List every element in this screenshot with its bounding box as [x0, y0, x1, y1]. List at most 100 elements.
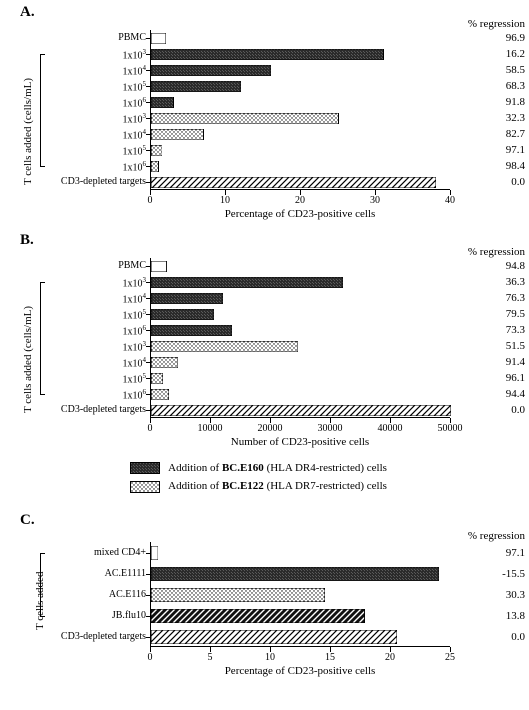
regression-value: 98.4	[475, 160, 525, 172]
bar	[151, 588, 325, 602]
bar	[151, 405, 451, 416]
x-tick-label: 30	[355, 195, 395, 206]
panel-A: A. % regression T cells added (cells/mL)…	[0, 0, 529, 225]
row-label: 1x103	[123, 276, 147, 289]
bar	[151, 49, 384, 60]
row-label: 1x104	[123, 128, 147, 141]
x-tick-label: 30000	[310, 423, 350, 434]
panel-C-xaxis-label: Percentage of CD23-positive cells	[150, 665, 450, 677]
row-label: 1x104	[123, 64, 147, 77]
page: A. % regression T cells added (cells/mL)…	[0, 0, 529, 710]
bar	[151, 357, 178, 368]
x-tick-label: 0	[130, 652, 170, 663]
bar	[151, 145, 162, 156]
regression-value: 97.1	[475, 547, 525, 559]
regression-value: 68.3	[475, 80, 525, 92]
row-label: 1x104	[123, 292, 147, 305]
regression-value: 79.5	[475, 308, 525, 320]
x-tick-label: 25	[430, 652, 470, 663]
row-label: 1x106	[123, 324, 147, 337]
legend-swatch-2	[130, 481, 160, 493]
bar	[151, 129, 204, 140]
panel-C-label: C.	[20, 512, 35, 529]
regression-value: 0.0	[475, 631, 525, 643]
panel-C: C. % regression T cells added Percentage…	[0, 510, 529, 710]
regression-value: 30.3	[475, 589, 525, 601]
panel-B: B. % regression T cells added (cells/mL)…	[0, 230, 529, 455]
regression-value: 0.0	[475, 404, 525, 416]
regression-value: 51.5	[475, 340, 525, 352]
bar	[151, 161, 159, 172]
row-label: PBMC	[118, 260, 146, 271]
x-tick-label: 10000	[190, 423, 230, 434]
x-tick-label: 10	[250, 652, 290, 663]
legend-swatch-1	[130, 462, 160, 474]
regression-value: 32.3	[475, 112, 525, 124]
x-tick-label: 20	[370, 652, 410, 663]
row-label: CD3-depleted targets	[61, 176, 146, 187]
bar	[151, 177, 436, 188]
bar	[151, 277, 343, 288]
row-label: CD3-depleted targets	[61, 404, 146, 415]
regression-value: 58.5	[475, 64, 525, 76]
bar	[151, 341, 298, 352]
bar	[151, 113, 339, 124]
panel-A-yaxis-label: T cells added (cells/mL)	[22, 78, 34, 185]
x-tick-label: 50000	[430, 423, 470, 434]
panel-B-label: B.	[20, 232, 34, 249]
row-label: 1x106	[123, 388, 147, 401]
legend-text-2: Addition of BC.E122 (HLA DR7-restricted)…	[168, 480, 387, 492]
regression-value: 91.8	[475, 96, 525, 108]
row-label: AC.E1111	[105, 568, 146, 579]
bar	[151, 81, 241, 92]
panel-B-regression-header: % regression	[468, 246, 525, 258]
row-label: PBMC	[118, 32, 146, 43]
bar	[151, 325, 232, 336]
x-tick-label: 5	[190, 652, 230, 663]
regression-value: 16.2	[475, 48, 525, 60]
bar	[151, 65, 271, 76]
row-label: JB.flu10	[112, 610, 146, 621]
legend: Addition of BC.E160 (HLA DR4-restricted)…	[130, 462, 490, 493]
bar	[151, 609, 365, 623]
legend-line-1: Addition of BC.E160 (HLA DR4-restricted)…	[130, 462, 490, 474]
row-label: 1x103	[123, 340, 147, 353]
row-label: 1x105	[123, 308, 147, 321]
bar	[151, 630, 397, 644]
bar	[151, 309, 214, 320]
panel-B-xaxis-label: Number of CD23-positive cells	[150, 436, 450, 448]
panel-A-regression-header: % regression	[468, 18, 525, 30]
x-tick-label: 40000	[370, 423, 410, 434]
regression-value: 94.4	[475, 388, 525, 400]
regression-value: 94.8	[475, 260, 525, 272]
row-label: CD3-depleted targets	[61, 631, 146, 642]
row-label: 1x106	[123, 160, 147, 173]
row-label: mixed CD4+	[94, 547, 146, 558]
x-tick-label: 10	[205, 195, 245, 206]
x-tick-label: 20000	[250, 423, 290, 434]
regression-value: 73.3	[475, 324, 525, 336]
regression-value: 96.9	[475, 32, 525, 44]
row-label: 1x103	[123, 112, 147, 125]
x-tick-label: 40	[430, 195, 470, 206]
x-tick-label: 0	[130, 195, 170, 206]
regression-value: -15.5	[475, 568, 525, 580]
x-tick-label: 15	[310, 652, 350, 663]
panel-B-yaxis-label: T cells added (cells/mL)	[22, 306, 34, 413]
regression-value: 76.3	[475, 292, 525, 304]
panel-C-regression-header: % regression	[468, 530, 525, 542]
bar	[151, 546, 158, 560]
row-label: 1x106	[123, 96, 147, 109]
row-label: 1x105	[123, 144, 147, 157]
row-label: 1x105	[123, 80, 147, 93]
row-label: 1x105	[123, 372, 147, 385]
bar	[151, 389, 169, 400]
bar	[151, 33, 166, 44]
regression-value: 36.3	[475, 276, 525, 288]
row-label: 1x103	[123, 48, 147, 61]
x-tick-label: 20	[280, 195, 320, 206]
bar	[151, 567, 439, 581]
bar	[151, 373, 163, 384]
row-label: 1x104	[123, 356, 147, 369]
panel-A-label: A.	[20, 4, 35, 21]
